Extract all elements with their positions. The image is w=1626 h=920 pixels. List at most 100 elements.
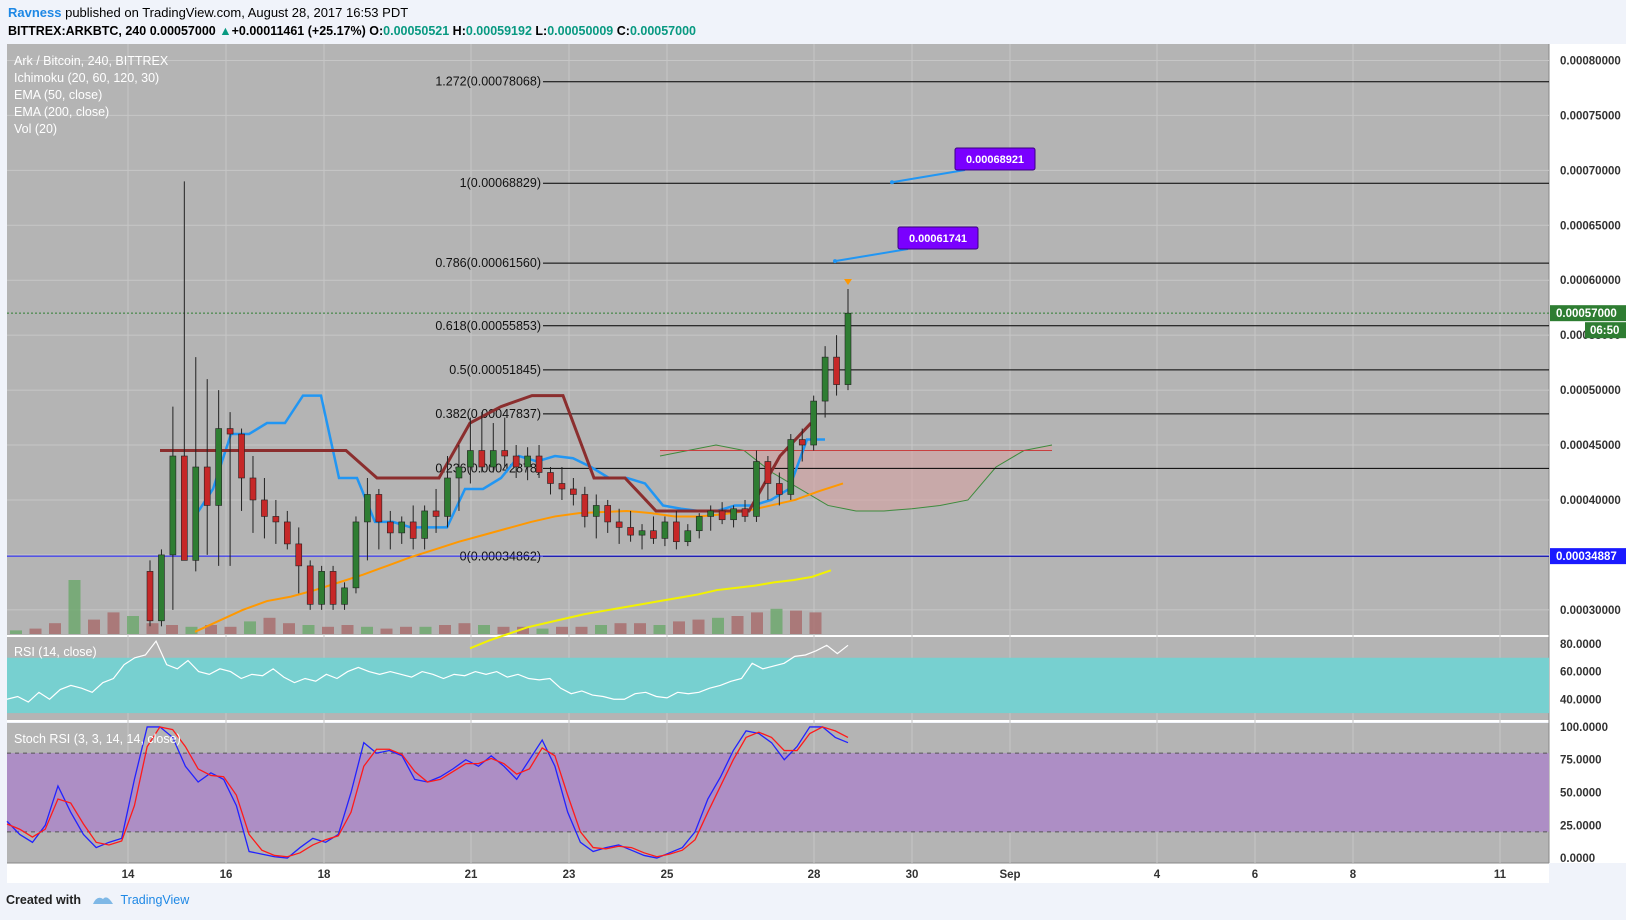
candle-body: [398, 521, 406, 534]
candle-body: [467, 450, 474, 468]
tradingview-logo-icon: [92, 897, 113, 904]
volume-bar: [692, 619, 705, 634]
candle-body: [798, 439, 806, 446]
volume-bar: [556, 626, 568, 634]
volume-bar: [731, 616, 744, 634]
indicator-legend: Ark / Bitcoin, 240, BITTREX Ichimoku (20…: [14, 54, 169, 136]
candle-body: [226, 428, 234, 435]
legend-ema50[interactable]: EMA (50, close): [14, 88, 102, 102]
stoch-legend[interactable]: Stoch RSI (3, 3, 14, 14, close): [14, 732, 181, 746]
candle-body: [615, 521, 623, 528]
candle-body: [558, 483, 566, 490]
symbol-info: BITTREX:ARKBTC, 240: [8, 24, 147, 38]
candle-body: [650, 530, 657, 539]
publish-info: published on TradingView.com, August 28,…: [61, 5, 409, 20]
price-axis[interactable]: 0.00080000 0.00075000 0.00070000 0.00065000…: [1550, 55, 1626, 865]
volume-bar: [244, 621, 256, 634]
last-price-tag-label: 0.00057000: [1556, 308, 1617, 320]
countdown-tag: [1585, 322, 1626, 339]
candle-body: [192, 466, 200, 561]
volume-bar: [263, 617, 276, 634]
volume-bar: [439, 625, 451, 634]
fib-level-label: 0.786(0.00061560): [435, 256, 541, 270]
candle-body: [421, 510, 428, 539]
price-axis-tick: 0.00065000: [1560, 220, 1621, 232]
volume-bar: [712, 617, 724, 634]
signal-marker-icon: [844, 279, 852, 286]
stoch-axis-tick: 75.0000: [1560, 755, 1602, 767]
rsi-line: [6, 639, 849, 703]
volume-bar: [634, 623, 646, 634]
rsi-legend[interactable]: RSI (14, close): [14, 645, 97, 659]
stoch-axis-tick: 25.0000: [1560, 820, 1602, 832]
price-callouts[interactable]: 0.00068921 0.00061741: [833, 147, 1036, 264]
candlesticks: [146, 181, 852, 627]
candle-body: [489, 450, 497, 468]
candle-body: [169, 455, 177, 556]
candle-body: [306, 565, 314, 605]
candle-body: [364, 494, 371, 523]
candle-body: [730, 508, 737, 521]
candle-body: [776, 483, 783, 495]
candle-body: [810, 400, 817, 446]
stoch-rsi-pane: [6, 726, 1549, 859]
rsi-axis-tick: 60.0000: [1560, 667, 1602, 679]
candle-body: [684, 530, 692, 543]
created-with-label: Created with: [6, 893, 82, 907]
candle-body: [295, 543, 303, 567]
time-axis[interactable]: 14 16 18 21 23 25 28 30 Sep 4 6 8 11: [122, 869, 1507, 881]
stoch-axis-tick: 0.0000: [1560, 853, 1595, 865]
volume-bar: [770, 608, 783, 634]
last-price-tag: [1550, 305, 1626, 322]
candle-body: [673, 521, 680, 543]
rsi-axis-tick: 40.0000: [1560, 694, 1602, 706]
time-axis-bg: [7, 863, 1549, 883]
volume-bar: [400, 626, 412, 634]
volume-bar: [419, 626, 432, 634]
volume-bar: [224, 626, 237, 634]
volume-bar: [614, 623, 627, 634]
candle-body: [444, 477, 451, 517]
candle-body: [707, 510, 714, 517]
hline-tag: [1550, 548, 1626, 565]
candle-body: [661, 521, 669, 539]
time-axis-tick: 11: [1494, 869, 1507, 881]
price-axis-tick: 0.00045000: [1560, 440, 1621, 452]
legend-ichimoku[interactable]: Ichimoku (20, 60, 120, 30): [14, 71, 159, 85]
price-callout-label: 0.00061741: [909, 233, 967, 245]
time-axis-tick: 16: [220, 869, 233, 881]
volume-bar: [575, 626, 588, 634]
candle-body: [318, 571, 325, 605]
candle-body: [638, 530, 646, 536]
rsi-band: [7, 657, 1549, 714]
price-change: +0.00011461 (+25.17%): [231, 24, 366, 38]
price-callout-box: [954, 147, 1036, 171]
volume-bar: [809, 612, 822, 634]
volume-bar: [595, 625, 607, 634]
candle-body: [432, 510, 440, 517]
volume-bar: [517, 626, 529, 634]
time-axis-tick: 6: [1252, 869, 1258, 881]
candle-body: [375, 494, 383, 523]
price-axis-bg: [1549, 44, 1626, 863]
candle-body: [238, 433, 245, 479]
author-link[interactable]: Ravness: [8, 5, 62, 20]
candle-body: [215, 428, 222, 506]
close-label: C:: [616, 24, 630, 38]
legend-ema200[interactable]: EMA (200, close): [14, 105, 109, 119]
low-label: L:: [535, 24, 548, 38]
candle-body: [329, 571, 337, 605]
candle-body: [764, 461, 772, 484]
candle-body: [478, 450, 486, 468]
candle-body: [821, 356, 829, 402]
time-axis-tick: 14: [122, 869, 135, 881]
legend-volume[interactable]: Vol (20): [14, 122, 57, 136]
volume-bar: [536, 628, 549, 634]
stoch-band: [7, 753, 1549, 832]
candle-body: [181, 455, 188, 561]
tradingview-link[interactable]: TradingView: [120, 893, 190, 907]
rsi-axis-tick: 80.0000: [1560, 639, 1602, 651]
kijun-line: [160, 394, 813, 513]
volume-bar: [29, 628, 42, 634]
